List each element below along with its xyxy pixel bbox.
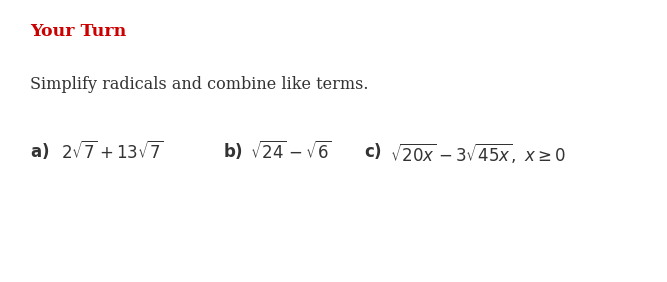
Text: Simplify radicals and combine like terms.: Simplify radicals and combine like terms… (30, 76, 368, 93)
Text: $\mathbf{a)}$: $\mathbf{a)}$ (30, 141, 49, 161)
Text: $\mathbf{c)}$: $\mathbf{c)}$ (364, 141, 382, 161)
Text: Your Turn: Your Turn (30, 23, 126, 39)
Text: $\mathbf{b)}$: $\mathbf{b)}$ (223, 141, 243, 161)
Text: $2\sqrt{7} + 13\sqrt{7}$: $2\sqrt{7} + 13\sqrt{7}$ (61, 141, 164, 163)
Text: $\sqrt{24} - \sqrt{6}$: $\sqrt{24} - \sqrt{6}$ (250, 141, 332, 163)
Text: $\sqrt{20x} - 3\sqrt{45x},\ x \geq 0$: $\sqrt{20x} - 3\sqrt{45x},\ x \geq 0$ (390, 141, 566, 165)
